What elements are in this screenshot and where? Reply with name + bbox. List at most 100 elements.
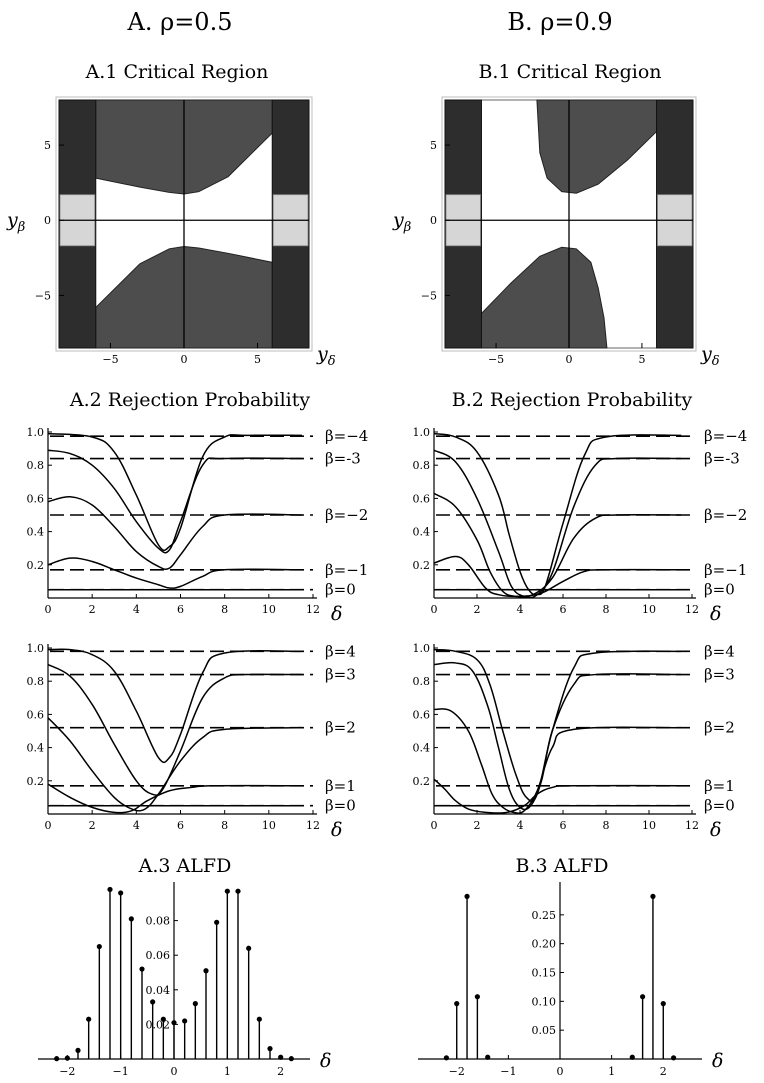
stem-point <box>203 968 209 974</box>
y-tick-label: 0 <box>44 214 51 227</box>
y-axis-label: yβ <box>6 209 25 235</box>
stem-point <box>150 999 156 1005</box>
x-tick-label: 1 <box>608 1065 615 1078</box>
series-line <box>47 648 302 764</box>
panel-title-b1: B.1 Critical Region <box>478 61 661 83</box>
series-line <box>433 778 682 814</box>
stem-point <box>235 888 241 894</box>
series-label: β=3 <box>704 666 735 684</box>
y-tick-label: 1.0 <box>413 426 431 439</box>
y-tick-label: 0.2 <box>27 775 45 788</box>
series-label: β=−4 <box>325 427 368 445</box>
y-axis-label: yβ <box>392 209 411 235</box>
stem-point <box>660 1001 666 1007</box>
x-tick-label: 2 <box>277 1065 284 1078</box>
stem-point <box>160 1016 166 1022</box>
stem-point <box>182 1018 188 1024</box>
x-tick-label: 0 <box>431 819 438 832</box>
series-label: β=−1 <box>325 561 368 579</box>
series-label: β=−4 <box>704 427 747 445</box>
y-tick-label: 0.20 <box>532 938 557 951</box>
chart-b2-rejection-positive-beta: 0 2 4 6 8 10 12 0.2 0.4 0.6 0.8 1.0 δ β=4 β=3 β=2 β=1 β=0 <box>413 642 735 841</box>
x-axis-label: δ <box>710 819 721 841</box>
series-label: β=−2 <box>325 506 368 524</box>
x-tick-label: 2 <box>89 819 96 832</box>
y-tick-label: 0.2 <box>27 559 45 572</box>
x-tick-label: 5 <box>254 353 261 366</box>
series-label: β=4 <box>704 642 735 660</box>
y-tick-label: 0.10 <box>532 995 557 1008</box>
y-tick-label: 1.0 <box>413 642 431 655</box>
stem-point <box>64 1055 70 1061</box>
series-label: β=0 <box>704 581 735 599</box>
y-tick-label: 0.2 <box>413 775 431 788</box>
stem-point <box>464 893 470 899</box>
stem-point <box>443 1055 449 1061</box>
y-tick-label: 0.6 <box>27 708 45 721</box>
x-axis-label: δ <box>320 1050 331 1072</box>
chart-a1-critical-region: −5 0 5 −5 0 5 yβ yδ <box>6 96 336 369</box>
y-tick-label: 0.05 <box>532 1024 557 1037</box>
stem-point <box>139 966 145 972</box>
series-label: β=1 <box>325 777 356 795</box>
x-axis-label: δ <box>710 603 721 625</box>
stem-point <box>118 890 124 896</box>
stem-point <box>54 1056 60 1062</box>
x-tick-label: 10 <box>642 819 656 832</box>
x-tick-label: −1 <box>500 1065 516 1078</box>
stem-point <box>485 1054 491 1060</box>
x-tick-label: 8 <box>221 819 228 832</box>
series-line <box>47 663 302 796</box>
panel-title-b2: B.2 Rejection Probability <box>452 389 693 411</box>
panel-title-a2: A.2 Rejection Probability <box>69 389 310 411</box>
x-tick-label: 10 <box>642 603 656 616</box>
x-tick-label: 8 <box>603 603 610 616</box>
stem-point <box>640 994 646 1000</box>
y-tick-label: 1.0 <box>27 426 45 439</box>
series-label: β=1 <box>704 777 735 795</box>
series-label: β=−2 <box>704 506 747 524</box>
y-tick-label: 5 <box>44 139 51 152</box>
column-title-b: B. ρ=0.9 <box>507 8 612 36</box>
x-axis-label: yδ <box>700 343 720 369</box>
x-tick-label: −5 <box>102 353 118 366</box>
series-line <box>47 557 302 589</box>
x-tick-label: 12 <box>306 603 320 616</box>
y-tick-label: 1.0 <box>27 642 45 655</box>
y-tick-label: 0.2 <box>413 559 431 572</box>
x-tick-label: 2 <box>660 1065 667 1078</box>
y-tick-label: 0.6 <box>413 708 431 721</box>
series-line <box>433 492 682 598</box>
x-tick-label: 6 <box>177 603 184 616</box>
y-tick-label: 0.4 <box>27 526 45 539</box>
y-tick-label: −5 <box>421 289 437 302</box>
x-tick-label: 12 <box>306 819 320 832</box>
x-tick-label: 0 <box>557 1065 564 1078</box>
x-tick-label: −2 <box>59 1065 75 1078</box>
chart-a2-rejection-negative-beta: 0 2 4 6 8 10 12 0.2 0.4 0.6 0.8 1.0 δ β=−4 β=-3 β=−2 β=−… <box>27 426 369 625</box>
x-tick-label: 0 <box>45 819 52 832</box>
x-tick-label: 0 <box>181 353 188 366</box>
frame-outer <box>441 96 697 352</box>
x-axis-label: δ <box>712 1050 723 1072</box>
stem-point <box>288 1056 294 1062</box>
y-tick-label: 0.08 <box>146 915 171 928</box>
stem-point <box>107 886 113 893</box>
stem-point <box>224 888 230 894</box>
stem-point <box>171 1020 177 1026</box>
x-axis-label: δ <box>331 819 342 841</box>
x-tick-label: 0 <box>566 353 573 366</box>
series-label: β=2 <box>704 719 735 737</box>
x-tick-label: 12 <box>685 819 699 832</box>
x-tick-label: 0 <box>45 603 52 616</box>
x-tick-label: 6 <box>177 819 184 832</box>
stem-point <box>86 1016 92 1022</box>
y-tick-label: 0 <box>430 214 437 227</box>
y-tick-label: 0.6 <box>413 492 431 505</box>
x-tick-label: 2 <box>474 819 481 832</box>
x-tick-label: 1 <box>224 1065 231 1078</box>
chart-b1-critical-region: −5 0 5 −5 0 5 yβ yδ <box>392 96 720 369</box>
x-tick-label: −5 <box>488 353 504 366</box>
series-line <box>433 648 682 803</box>
stem-point <box>96 943 102 950</box>
